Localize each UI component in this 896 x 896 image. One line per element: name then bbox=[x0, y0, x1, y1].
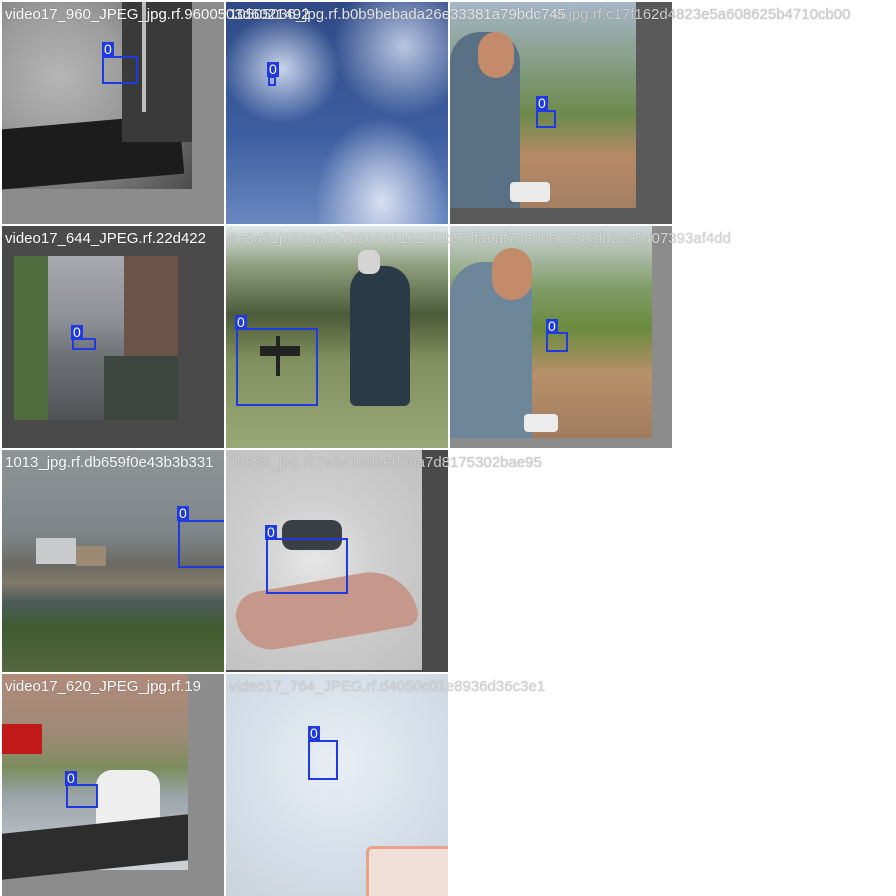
tile-filename: video17_644_JPEG.rf.22d422 bbox=[5, 230, 206, 247]
class-label: 0 bbox=[65, 770, 77, 786]
tile-image bbox=[14, 256, 178, 420]
mosaic-tile: 0 bbox=[2, 674, 224, 896]
detection-box bbox=[66, 784, 98, 808]
tile-filename: a.jpg.rf.c17f162d4823e5a608625b4710cb00 bbox=[556, 6, 851, 23]
mosaic-tile: 0 bbox=[226, 674, 448, 896]
tile-filename: 1013_jpg.rf.db659f0e43b3b331 bbox=[5, 454, 214, 471]
tile-filename: video17_960_JPEG_jpg.rf.9600503d6021492 bbox=[5, 6, 310, 23]
class-label: 0 bbox=[102, 41, 114, 57]
tile-filename: video17_620_JPEG_jpg.rf.19 bbox=[5, 678, 201, 695]
class-label: 0 bbox=[267, 61, 279, 77]
tile-filename: 14589_jpg.rf.7a341dd4eb0ba7d8175302bae95 bbox=[229, 454, 542, 471]
mosaic-tile: 0 bbox=[2, 226, 224, 448]
class-label: 0 bbox=[308, 725, 320, 741]
tile-image bbox=[226, 674, 448, 896]
class-label: 0 bbox=[265, 524, 277, 540]
tile-image bbox=[226, 2, 448, 224]
mosaic-tile: 0 bbox=[226, 226, 448, 448]
mosaic-tile: 0 bbox=[450, 226, 672, 448]
class-label: 0 bbox=[536, 95, 548, 111]
class-label: 0 bbox=[177, 505, 189, 521]
class-label: 0 bbox=[546, 318, 558, 334]
detection-box bbox=[102, 56, 138, 84]
mosaic-tile: 0 bbox=[226, 2, 448, 224]
mosaic-tile: 0 bbox=[2, 2, 224, 224]
class-label: 0 bbox=[71, 324, 83, 340]
detection-box bbox=[236, 328, 318, 406]
tile-image bbox=[450, 2, 636, 208]
tile-image bbox=[226, 226, 448, 448]
detection-box bbox=[268, 76, 276, 86]
mosaic-tile: 0 bbox=[226, 450, 448, 672]
tile-image bbox=[2, 674, 188, 880]
tile-image bbox=[2, 2, 192, 191]
tile-image bbox=[2, 450, 224, 672]
tile-filename: 6e8a61j956ga3b7b265451027f8b57ffa9af73e0… bbox=[229, 230, 731, 247]
tile-filename: 10505036_jpg.rf.b0b9bebada26e33381a79bdc… bbox=[229, 6, 566, 23]
detection-box bbox=[72, 338, 96, 350]
detection-box bbox=[546, 332, 568, 352]
tile-filename: video17_764_JPEG.rf.d4050c01e8936d36c3e1 bbox=[229, 678, 546, 695]
class-label: 0 bbox=[235, 314, 247, 330]
mosaic-tile: 0 bbox=[2, 450, 224, 672]
detection-box bbox=[266, 538, 348, 594]
detection-box bbox=[308, 740, 338, 780]
detection-box bbox=[536, 110, 556, 128]
mosaic-tile: 0 bbox=[450, 2, 672, 224]
tile-image bbox=[226, 450, 422, 670]
detection-box bbox=[178, 520, 224, 568]
